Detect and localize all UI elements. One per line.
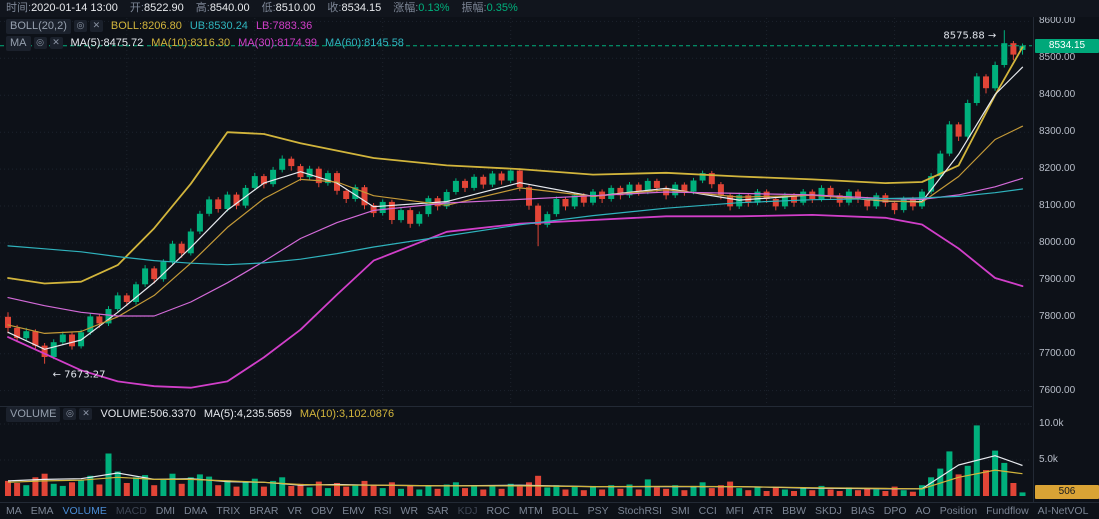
price-axis-label: 8300.00 bbox=[1039, 126, 1076, 137]
current-volume-tag: 506 bbox=[1035, 485, 1099, 499]
low-annotation: ← 7673.27 bbox=[53, 370, 106, 381]
toolbar-item-volume[interactable]: VOLUME bbox=[62, 505, 107, 517]
ma-value: MA(10):8316.30 bbox=[151, 37, 231, 49]
volume-name: VOLUME bbox=[6, 407, 61, 422]
toolbar-item-kdj[interactable]: KDJ bbox=[457, 505, 478, 517]
toolbar-item-bias[interactable]: BIAS bbox=[850, 505, 875, 517]
toolbar-item-trix[interactable]: TRIX bbox=[216, 505, 241, 517]
volume-value: MA(5):4,235.5659 bbox=[203, 408, 292, 420]
toolbar-item-boll[interactable]: BOLL bbox=[551, 505, 579, 517]
volume-chart[interactable] bbox=[0, 406, 1033, 502]
toolbar-item-rsi[interactable]: RSI bbox=[374, 505, 392, 517]
ma-value: MA(5):8475.72 bbox=[70, 37, 144, 49]
toolbar-item-brar[interactable]: BRAR bbox=[249, 505, 279, 517]
boll-legend: BOLL(20,2) ◎ ✕ BOLL:8206.80 UB:8530.24 LB:788… bbox=[6, 19, 312, 34]
price-axis-label: 8500.00 bbox=[1039, 52, 1076, 63]
price-axis-label: 7800.00 bbox=[1039, 311, 1076, 322]
toolbar-item-psy[interactable]: PSY bbox=[587, 505, 609, 517]
ohlc-field: 收:8534.15 bbox=[327, 2, 382, 14]
toolbar-item-wr[interactable]: WR bbox=[400, 505, 419, 517]
boll-value: LB:7883.36 bbox=[255, 20, 313, 32]
toolbar-item-bbw[interactable]: BBW bbox=[782, 505, 806, 517]
ohlc-field: 涨幅:0.13% bbox=[393, 2, 450, 14]
volume-value: VOLUME:506.3370 bbox=[100, 408, 196, 420]
toolbar-item-vr[interactable]: VR bbox=[287, 505, 303, 517]
toolbar-item-mfi[interactable]: MFI bbox=[725, 505, 744, 517]
boll-lower-line bbox=[7, 213, 1024, 389]
vol-ma10-line bbox=[7, 469, 1023, 490]
ohlc-field: 开:8522.90 bbox=[129, 2, 184, 14]
ma-name: MA bbox=[6, 36, 31, 51]
ohlc-field: 时间:2020-01-14 13:00 bbox=[6, 2, 118, 14]
price-axis-label: 8100.00 bbox=[1039, 200, 1076, 211]
close-icon[interactable]: ✕ bbox=[89, 20, 103, 32]
ohlc-info-bar: 时间:2020-01-14 13:00 开:8522.90 高:8540.00 低:8… bbox=[0, 0, 1099, 17]
ohlc-field: 高:8540.00 bbox=[195, 2, 250, 14]
toolbar-item-ema[interactable]: EMA bbox=[30, 505, 54, 517]
toolbar-item-emv[interactable]: EMV bbox=[342, 505, 366, 517]
price-axis-label: 8200.00 bbox=[1039, 163, 1076, 174]
toolbar-item-skdj[interactable]: SKDJ bbox=[814, 505, 842, 517]
ma-value: MA(60):8145.58 bbox=[325, 37, 404, 49]
eye-icon[interactable]: ◎ bbox=[63, 408, 77, 420]
main-candlestick-chart[interactable]: 8575.88 → ← 7673.27 bbox=[0, 10, 1033, 406]
volume-axis-label: 10.0k bbox=[1039, 418, 1064, 429]
eye-icon[interactable]: ◎ bbox=[73, 20, 87, 32]
toolbar-item-ao[interactable]: AO bbox=[915, 505, 931, 517]
volume-value: MA(10):3,102.0876 bbox=[299, 408, 395, 420]
boll-upper-line bbox=[7, 46, 1024, 285]
toolbar-item-smi[interactable]: SMI bbox=[670, 505, 690, 517]
boll-name: BOLL(20,2) bbox=[6, 19, 71, 34]
boll-value: BOLL:8206.80 bbox=[110, 20, 182, 32]
volume-axis-label: 5.0k bbox=[1039, 454, 1058, 465]
price-axis-label: 7700.00 bbox=[1039, 348, 1076, 359]
toolbar-item-stochrsi[interactable]: StochRSI bbox=[617, 505, 662, 517]
price-axis: 8600.00 8500.00 8400.00 8300.00 8200.00 8100.… bbox=[1033, 0, 1099, 502]
current-price-tag: 8534.15 bbox=[1035, 39, 1099, 53]
toolbar-item-dmi[interactable]: DMI bbox=[155, 505, 176, 517]
toolbar-item-cci[interactable]: CCI bbox=[698, 505, 717, 517]
boll-value: UB:8530.24 bbox=[189, 20, 248, 32]
ma5-line bbox=[7, 66, 1024, 350]
price-axis-label: 8000.00 bbox=[1039, 237, 1076, 248]
volume-legend: VOLUME ◎ ✕ VOLUME:506.3370 MA(5):4,235.5659 M… bbox=[6, 407, 394, 422]
toolbar-item-ma[interactable]: MA bbox=[6, 505, 22, 517]
high-annotation: 8575.88 → bbox=[943, 30, 996, 41]
ma60-line bbox=[7, 188, 1024, 266]
close-icon[interactable]: ✕ bbox=[49, 37, 63, 49]
toolbar-item-macd[interactable]: MACD bbox=[115, 505, 147, 517]
toolbar-item-position[interactable]: Position bbox=[939, 505, 978, 517]
toolbar-item-sar[interactable]: SAR bbox=[427, 505, 449, 517]
toolbar-item-dma[interactable]: DMA bbox=[184, 505, 208, 517]
toolbar-item-atr[interactable]: ATR bbox=[752, 505, 774, 517]
price-axis-label: 7900.00 bbox=[1039, 274, 1076, 285]
indicator-toolbar: MA EMA VOLUME MACD DMI DMA TRIX BRAR VR OBV EMV RSI… bbox=[0, 502, 1099, 519]
vol-ma5-line bbox=[7, 455, 1023, 490]
close-icon[interactable]: ✕ bbox=[79, 408, 93, 420]
toolbar-item-roc[interactable]: ROC bbox=[486, 505, 510, 517]
price-axis-label: 8600.00 bbox=[1039, 15, 1076, 26]
ma-legend: MA ◎ ✕ MA(5):8475.72 MA(10):8316.30 MA(30):81… bbox=[6, 36, 404, 51]
ohlc-field: 振幅:0.35% bbox=[461, 2, 518, 14]
ma-value: MA(30):8174.99 bbox=[238, 37, 318, 49]
ma10-line bbox=[7, 125, 1024, 334]
price-axis-label: 7600.00 bbox=[1039, 385, 1076, 396]
ma30-line bbox=[7, 177, 1024, 317]
price-axis-label: 8400.00 bbox=[1039, 89, 1076, 100]
toolbar-item-ai-netvol[interactable]: AI-NetVOL bbox=[1037, 505, 1089, 517]
toolbar-item-obv[interactable]: OBV bbox=[311, 505, 334, 517]
eye-icon[interactable]: ◎ bbox=[33, 37, 47, 49]
toolbar-item-fundflow[interactable]: Fundflow bbox=[986, 505, 1029, 517]
toolbar-item-mtm[interactable]: MTM bbox=[518, 505, 543, 517]
toolbar-item-dpo[interactable]: DPO bbox=[883, 505, 907, 517]
ohlc-field: 低:8510.00 bbox=[261, 2, 316, 14]
